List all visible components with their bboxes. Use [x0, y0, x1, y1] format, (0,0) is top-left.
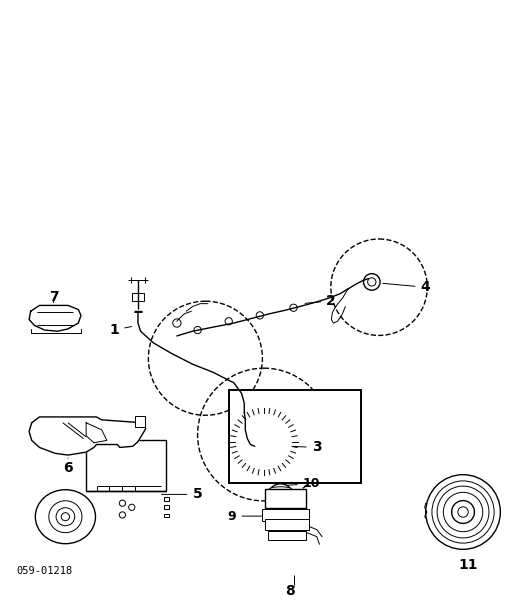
Circle shape: [48, 427, 57, 436]
Polygon shape: [29, 417, 146, 455]
Circle shape: [458, 507, 468, 517]
Circle shape: [251, 445, 259, 453]
Circle shape: [40, 315, 49, 323]
Text: 059-01218: 059-01218: [16, 566, 73, 575]
Circle shape: [368, 278, 376, 286]
Ellipse shape: [268, 484, 293, 508]
Text: 2: 2: [305, 294, 336, 308]
Circle shape: [173, 319, 181, 327]
Text: 1: 1: [110, 323, 131, 337]
Ellipse shape: [36, 490, 95, 544]
Circle shape: [432, 481, 494, 543]
Circle shape: [426, 475, 500, 550]
Circle shape: [137, 427, 143, 433]
Circle shape: [45, 424, 60, 439]
Bar: [164, 497, 169, 501]
Circle shape: [87, 428, 95, 437]
Text: 8: 8: [285, 584, 295, 598]
Bar: [262, 509, 309, 521]
Bar: [265, 519, 309, 530]
Polygon shape: [29, 305, 81, 331]
Bar: [164, 505, 169, 509]
Circle shape: [225, 317, 232, 325]
Bar: [164, 514, 169, 517]
Circle shape: [443, 493, 483, 532]
Circle shape: [290, 304, 297, 311]
Text: 5: 5: [162, 487, 202, 502]
FancyBboxPatch shape: [86, 440, 166, 491]
Text: 11: 11: [458, 558, 478, 572]
Text: 6: 6: [63, 458, 73, 475]
Text: 4: 4: [383, 280, 430, 294]
Circle shape: [194, 326, 201, 334]
Polygon shape: [86, 423, 107, 443]
Ellipse shape: [269, 487, 292, 493]
Circle shape: [129, 504, 135, 511]
Circle shape: [242, 420, 286, 463]
Text: 10: 10: [284, 478, 320, 490]
Bar: [229, 390, 361, 482]
Circle shape: [452, 500, 474, 523]
Circle shape: [119, 512, 126, 518]
Circle shape: [364, 274, 380, 290]
Bar: [135, 416, 145, 427]
Circle shape: [70, 424, 81, 434]
Bar: [268, 532, 306, 540]
Circle shape: [119, 500, 126, 506]
Text: 3: 3: [293, 440, 321, 454]
Text: 9: 9: [228, 509, 262, 523]
Circle shape: [256, 312, 263, 319]
Bar: [265, 489, 306, 508]
Bar: [132, 293, 144, 301]
Circle shape: [235, 413, 293, 470]
Text: 7: 7: [49, 290, 58, 304]
Circle shape: [437, 486, 489, 538]
Circle shape: [61, 314, 67, 320]
